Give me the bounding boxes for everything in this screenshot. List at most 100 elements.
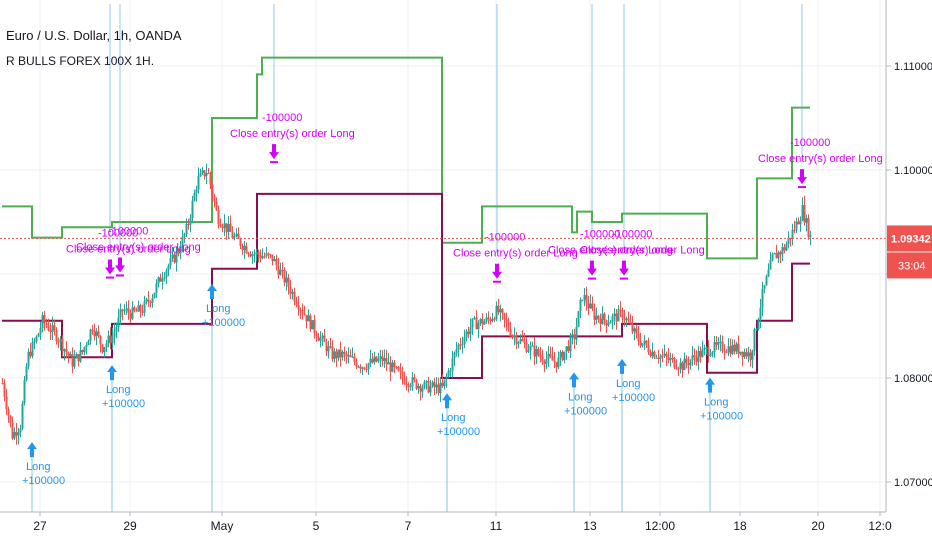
candle-body bbox=[251, 254, 254, 257]
candle-body bbox=[163, 277, 166, 279]
candle-body bbox=[631, 323, 634, 332]
candle-body bbox=[603, 313, 606, 321]
candle-body bbox=[513, 335, 516, 337]
candle-body bbox=[129, 312, 132, 319]
candle-body bbox=[649, 352, 652, 357]
candle-body bbox=[59, 338, 62, 342]
candle-body bbox=[583, 294, 586, 300]
candle-body bbox=[187, 224, 190, 226]
candle-body bbox=[665, 353, 668, 357]
candle-body bbox=[635, 328, 638, 334]
candle-body bbox=[217, 210, 220, 225]
x-tick-label: 5 bbox=[313, 519, 320, 533]
x-tick-label: 13 bbox=[583, 519, 597, 533]
candle-body bbox=[733, 344, 736, 352]
candle-body bbox=[491, 318, 494, 321]
candle-body bbox=[605, 320, 608, 326]
candle-body bbox=[489, 319, 492, 321]
candle-body bbox=[353, 356, 356, 362]
candle-body bbox=[629, 321, 632, 324]
candle-body bbox=[397, 367, 400, 371]
candle-body bbox=[717, 342, 720, 345]
exit-tick bbox=[106, 276, 114, 279]
candle-body bbox=[587, 303, 590, 309]
candle-body bbox=[681, 362, 684, 371]
candle-body bbox=[297, 305, 300, 310]
candle-body bbox=[589, 303, 592, 309]
candle-body bbox=[135, 310, 138, 312]
candle-body bbox=[571, 334, 574, 337]
candle-body bbox=[7, 409, 10, 416]
candle-body bbox=[481, 319, 484, 325]
candle-body bbox=[651, 351, 654, 357]
indicator-title: R BULLS FOREX 100X 1H. bbox=[6, 54, 155, 68]
candle-body bbox=[501, 309, 504, 314]
candle-body bbox=[215, 201, 218, 211]
candle-body bbox=[113, 331, 116, 337]
candle-body bbox=[803, 205, 806, 223]
candle-body bbox=[551, 356, 554, 361]
candle-body bbox=[101, 344, 104, 353]
candle-body bbox=[745, 352, 748, 357]
candle-body bbox=[613, 313, 616, 317]
long-arrow-icon bbox=[207, 284, 217, 299]
candle-body bbox=[653, 351, 656, 358]
candle-body bbox=[23, 380, 26, 404]
candle-body bbox=[131, 307, 134, 319]
candle-body bbox=[765, 276, 768, 286]
candle-body bbox=[565, 346, 568, 352]
candle-body bbox=[387, 362, 390, 365]
candle-body bbox=[95, 331, 98, 337]
candle-body bbox=[285, 277, 288, 283]
candle-body bbox=[455, 349, 458, 353]
candle-body bbox=[335, 351, 338, 359]
candle-body bbox=[559, 352, 562, 358]
candle-body bbox=[709, 354, 712, 356]
candle-body bbox=[727, 346, 730, 353]
candle-body bbox=[165, 270, 168, 278]
candle-body bbox=[465, 331, 468, 338]
y-tick-label: 1.08000 bbox=[894, 373, 932, 385]
candle-body bbox=[123, 310, 126, 312]
candle-body bbox=[185, 224, 188, 234]
long-size-label: +100000 bbox=[437, 426, 480, 438]
exit-size-label: -100000 bbox=[98, 228, 138, 240]
exit-arrow-icon bbox=[269, 144, 279, 160]
exit-size-label: -100000 bbox=[485, 232, 525, 244]
candle-body bbox=[175, 251, 178, 263]
candle-body bbox=[721, 341, 724, 351]
candle-body bbox=[627, 318, 630, 322]
exit-size-label: -100000 bbox=[790, 137, 830, 149]
candle-body bbox=[391, 362, 394, 372]
candle-body bbox=[655, 357, 658, 359]
candle-body bbox=[417, 385, 420, 389]
candle-body bbox=[63, 349, 66, 352]
candle-body bbox=[43, 315, 46, 323]
candle-body bbox=[45, 322, 48, 326]
candle-body bbox=[405, 383, 408, 385]
exit-tick bbox=[493, 280, 501, 283]
candle-body bbox=[429, 386, 432, 393]
exit-label: Close entry(s) order Long bbox=[580, 245, 705, 257]
candle-body bbox=[275, 259, 278, 266]
candle-body bbox=[67, 352, 70, 356]
candle-body bbox=[633, 328, 636, 332]
candle-body bbox=[443, 379, 446, 387]
candle-body bbox=[167, 265, 170, 271]
exit-size-label: -100000 bbox=[612, 229, 652, 241]
candle-body bbox=[199, 172, 202, 177]
candle-body bbox=[5, 396, 8, 410]
candle-body bbox=[281, 269, 284, 271]
candle-body bbox=[775, 253, 778, 259]
candle-body bbox=[497, 305, 500, 313]
candle-body bbox=[695, 357, 698, 362]
candle-body bbox=[81, 349, 84, 353]
long-size-label: +100000 bbox=[22, 475, 65, 487]
candle-body bbox=[743, 352, 746, 358]
candle-body bbox=[777, 252, 780, 259]
candle-body bbox=[505, 319, 508, 323]
long-arrow-icon bbox=[27, 442, 37, 458]
candle-body bbox=[495, 305, 498, 320]
